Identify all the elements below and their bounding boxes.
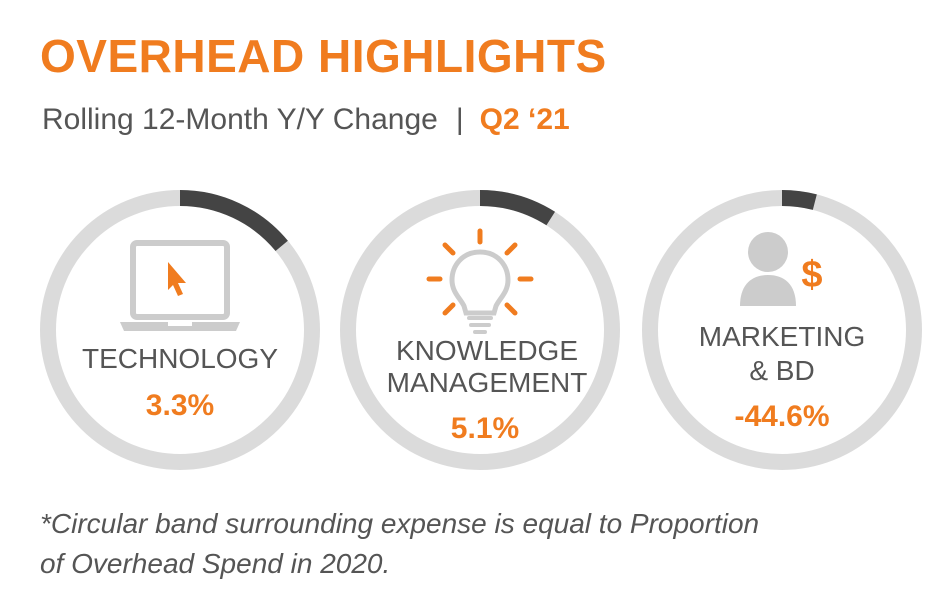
- footnote-line-1: *Circular band surrounding expense is eq…: [40, 508, 760, 539]
- category-label-line: MANAGEMENT: [387, 367, 588, 398]
- person-dollar-icon: $: [740, 232, 827, 306]
- yoy-change-value: 5.1%: [451, 412, 519, 445]
- category-label-line: & BD: [749, 355, 814, 386]
- category-label-line: MARKETING: [699, 321, 865, 352]
- subtitle-separator: |: [455, 103, 464, 136]
- category-label-line: TECHNOLOGY: [82, 343, 278, 374]
- category-technology: TECHNOLOGY 3.3%: [40, 190, 320, 470]
- lightbulb-icon: [426, 228, 534, 334]
- category-label: MARKETING & BD: [699, 321, 865, 386]
- subtitle-text: Rolling 12-Month Y/Y Change: [42, 103, 438, 136]
- yoy-change-value: -44.6%: [734, 400, 829, 433]
- category-label: KNOWLEDGE MANAGEMENT: [387, 335, 588, 398]
- category-label: TECHNOLOGY: [82, 343, 278, 374]
- subtitle: Rolling 12-Month Y/Y Change | Q2 ‘21: [42, 100, 570, 140]
- footnote: *Circular band surrounding expense is eq…: [40, 504, 759, 584]
- svg-text:$: $: [801, 254, 822, 296]
- category-marketing-bd: $ MARKETING & BD -44.6%: [642, 190, 922, 470]
- category-knowledge-management: KNOWLEDGE MANAGEMENT 5.1%: [340, 190, 620, 470]
- footnote-line-2: of Overhead Spend in 2020.: [40, 548, 391, 579]
- page-title: OVERHEAD HIGHLIGHTS: [40, 30, 607, 82]
- marketing-bd-proportion-band: [781, 190, 817, 210]
- yoy-change-value: 3.3%: [146, 389, 214, 422]
- technology-proportion-band: [179, 190, 288, 252]
- period-label: Q2 ‘21: [479, 103, 570, 136]
- category-label-line: KNOWLEDGE: [396, 335, 578, 366]
- knowledge-management-proportion-band: [479, 190, 556, 226]
- laptop-cursor-icon: [120, 240, 240, 331]
